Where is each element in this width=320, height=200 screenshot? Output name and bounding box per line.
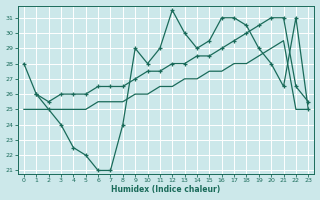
X-axis label: Humidex (Indice chaleur): Humidex (Indice chaleur) xyxy=(111,185,221,194)
